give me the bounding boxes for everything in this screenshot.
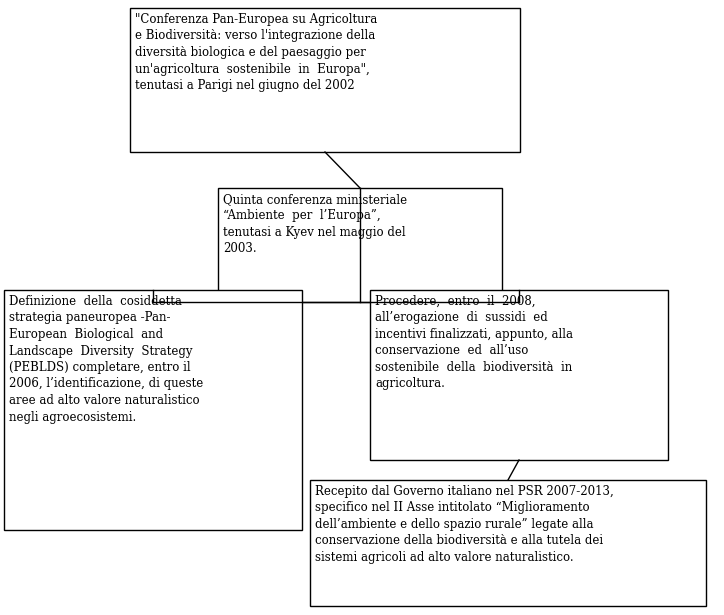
Bar <box>4 290 302 530</box>
Text: Recepito dal Governo italiano nel PSR 2007-2013,
specifico nel II Asse intitolat: Recepito dal Governo italiano nel PSR 20… <box>315 485 614 564</box>
Text: Quinta conferenza ministeriale
“Ambiente  per  l’Europa”,
tenutasi a Kyev nel ma: Quinta conferenza ministeriale “Ambiente… <box>223 193 407 255</box>
Bar <box>310 480 706 606</box>
Text: Procedere,  entro  il  2008,
all’erogazione  di  sussidi  ed
incentivi finalizza: Procedere, entro il 2008, all’erogazione… <box>375 295 573 391</box>
Bar <box>370 290 668 460</box>
Text: Definizione  della  cosiddetta
strategia paneuropea -Pan-
European  Biological  : Definizione della cosiddetta strategia p… <box>9 295 203 424</box>
Bar <box>130 8 520 152</box>
Text: "Conferenza Pan-Europea su Agricoltura
e Biodiversità: verso l'integrazione dell: "Conferenza Pan-Europea su Agricoltura e… <box>135 13 377 92</box>
Bar <box>218 188 502 302</box>
